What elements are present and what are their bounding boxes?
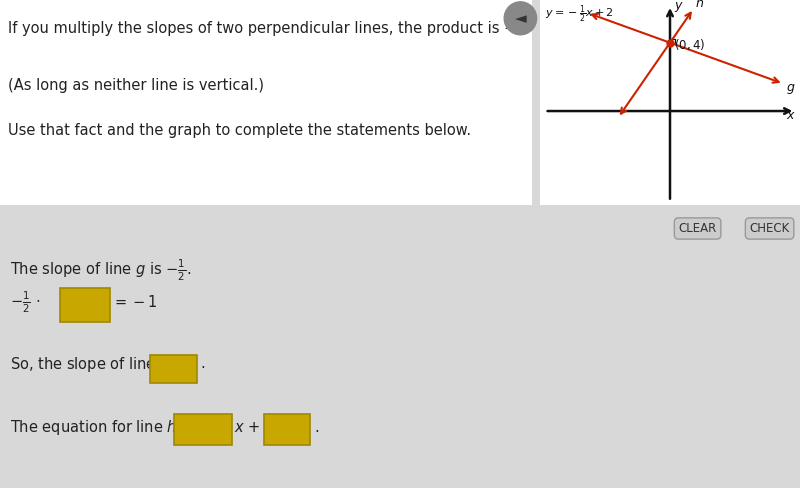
FancyBboxPatch shape xyxy=(174,414,232,446)
FancyBboxPatch shape xyxy=(60,288,110,322)
Text: .: . xyxy=(200,357,205,371)
Text: $y = -\frac{1}{2}x + 2$: $y = -\frac{1}{2}x + 2$ xyxy=(545,3,614,25)
FancyBboxPatch shape xyxy=(150,355,197,383)
Text: $y$: $y$ xyxy=(674,0,683,14)
FancyBboxPatch shape xyxy=(264,414,310,446)
Text: $x$ +: $x$ + xyxy=(234,420,262,435)
Text: CHECK: CHECK xyxy=(750,222,790,235)
Text: $x$: $x$ xyxy=(786,109,795,122)
Text: ◄: ◄ xyxy=(514,11,526,26)
Text: CLEAR: CLEAR xyxy=(678,222,717,235)
Text: $-\frac{1}{2}$ $\cdot$: $-\frac{1}{2}$ $\cdot$ xyxy=(10,289,40,315)
Circle shape xyxy=(504,2,537,35)
Text: .: . xyxy=(314,420,319,435)
Text: $h$: $h$ xyxy=(695,0,704,10)
Text: The equation for line $h$ is $y$ =: The equation for line $h$ is $y$ = xyxy=(10,418,224,437)
Text: So, the slope of line $h$ is: So, the slope of line $h$ is xyxy=(10,354,186,373)
Text: The slope of line $g$ is $-\frac{1}{2}$.: The slope of line $g$ is $-\frac{1}{2}$. xyxy=(10,257,190,283)
Text: $g$: $g$ xyxy=(786,81,795,96)
Text: If you multiply the slopes of two perpendicular lines, the product is −1.: If you multiply the slopes of two perpen… xyxy=(8,20,530,36)
Text: $(0, 4)$: $(0, 4)$ xyxy=(674,37,705,52)
Text: Use that fact and the graph to complete the statements below.: Use that fact and the graph to complete … xyxy=(8,123,471,138)
Text: $= -1$: $= -1$ xyxy=(112,294,158,310)
Text: (As long as neither line is vertical.): (As long as neither line is vertical.) xyxy=(8,78,264,93)
